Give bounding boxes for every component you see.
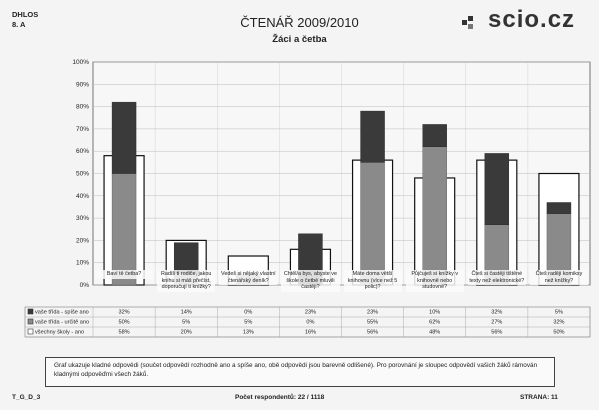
bar-spise-ano: [422, 124, 447, 147]
table-cell-value: 55%: [367, 320, 378, 326]
table-cell-value: 13%: [243, 330, 254, 336]
table-cell-value: 20%: [181, 330, 192, 336]
table-cell-value: 23%: [367, 310, 378, 316]
legend-swatch: [27, 308, 34, 315]
bar-urcite-ano: [360, 162, 385, 286]
table-cell-value: 32%: [491, 310, 502, 316]
page-number: STRANA: 11: [520, 394, 558, 401]
bar-spise-ano: [173, 242, 199, 275]
category-label: Čteš si častěji tištěné texty než elektr…: [467, 270, 526, 286]
school-info: DHLOS 8. A: [12, 10, 38, 30]
table-cell-value: 14%: [181, 310, 192, 316]
bar-spise-ano: [484, 153, 510, 225]
y-tick-label: 80%: [76, 104, 89, 111]
category-label-text: Chtěl/a bys, abyste ve škole o četbě mlu…: [281, 270, 340, 292]
category-label-text: Máte doma větší knihovnu (více než 5 pol…: [343, 270, 402, 292]
table-cell-value: 56%: [491, 330, 502, 336]
category-label: Půjčuješ si knížky v knihovně nebo studo…: [405, 270, 464, 292]
bar-chart: 0% 10% 20% 30% 40% 50% 60% 70% 80% 90% 100% Baví tě…: [24, 59, 591, 338]
table-cell-value: 0%: [244, 310, 252, 316]
bar-spise-ano: [360, 110, 385, 163]
table-cell-value: 23%: [305, 310, 316, 316]
table-cell-value: 50%: [553, 330, 564, 336]
category-label: Baví tě četba?: [95, 270, 154, 279]
table-cell-value: 0%: [306, 320, 314, 326]
chart-note: Graf ukazuje kladné odpovědi (součet odp…: [45, 357, 555, 387]
footer-code: T_G_D_3: [12, 394, 41, 401]
legend-label: vaše třída - určitě ano: [35, 320, 89, 326]
y-tick-label: 60%: [76, 148, 89, 155]
y-tick-label: 50%: [76, 171, 89, 178]
respondents-count: Počet respondentů: 22 / 1118: [235, 394, 325, 401]
school-code: DHLOS: [12, 10, 39, 19]
category-label: Chtěl/a bys, abyste ve škole o četbě mlu…: [281, 270, 340, 292]
table-cell-value: 62%: [429, 320, 440, 326]
table-cell-value: 48%: [429, 330, 440, 336]
legend-label: všechny školy - ano: [35, 330, 84, 336]
page-subtitle: Žáci a četba: [272, 34, 327, 45]
y-tick-label: 100%: [72, 59, 89, 66]
category-label: Vedeš si nějaký vlastní čtenářský deník?: [219, 270, 278, 286]
legend-swatch: [27, 318, 34, 325]
table-cell-value: 32%: [553, 320, 564, 326]
table-cell-value: 5%: [182, 320, 190, 326]
bar-spise-ano: [111, 101, 137, 174]
table-cell-value: 16%: [305, 330, 316, 336]
legend-swatch: [27, 328, 34, 335]
bar-urcite-ano: [111, 173, 137, 286]
category-label-text: Čteš raději komiksy než knížky?: [529, 270, 588, 286]
table-cell-value: 32%: [118, 310, 129, 316]
table-cell-value: 27%: [491, 320, 502, 326]
scio-logo: scio.cz: [488, 6, 576, 33]
category-label: Čteš raději komiksy než knížky?: [529, 270, 588, 286]
bar-spise-ano: [546, 202, 572, 214]
category-label-text: Čteš si častěji tištěné texty než elektr…: [467, 270, 526, 286]
table-cell-value: 10%: [429, 310, 440, 316]
category-label: Radíš ti rodiče, jakou knihu si máš přeč…: [157, 270, 216, 292]
table-cell-value: 5%: [244, 320, 252, 326]
class-label: 8. A: [12, 20, 26, 29]
category-label-text: Vedeš si nějaký vlastní čtenářský deník?: [219, 270, 278, 286]
legend-label: vaše třída - spíše ano: [35, 310, 89, 316]
category-label: Máte doma větší knihovnu (více než 5 pol…: [343, 270, 402, 292]
bar-urcite-ano: [422, 146, 447, 286]
y-tick-label: 70%: [76, 126, 89, 133]
category-label-text: Radíš ti rodiče, jakou knihu si máš přeč…: [157, 270, 216, 292]
table-cell-value: 5%: [555, 310, 563, 316]
page-title: ČTENÁŘ 2009/2010: [240, 15, 359, 30]
y-tick-label: 10%: [76, 260, 89, 267]
category-label-text: Půjčuješ si knížky v knihovně nebo studo…: [405, 270, 464, 292]
category-label-text: Baví tě četba?: [95, 270, 154, 279]
y-tick-label: 90%: [76, 81, 89, 88]
y-tick-label: 40%: [76, 193, 89, 200]
y-tick-label: 20%: [76, 237, 89, 244]
y-tick-label: 0%: [80, 282, 90, 289]
table-cell-value: 56%: [367, 330, 378, 336]
y-tick-label: 30%: [76, 215, 89, 222]
logo-mark-icon: [462, 16, 473, 29]
table-cell-value: 50%: [118, 320, 129, 326]
table-cell-value: 58%: [118, 330, 129, 336]
